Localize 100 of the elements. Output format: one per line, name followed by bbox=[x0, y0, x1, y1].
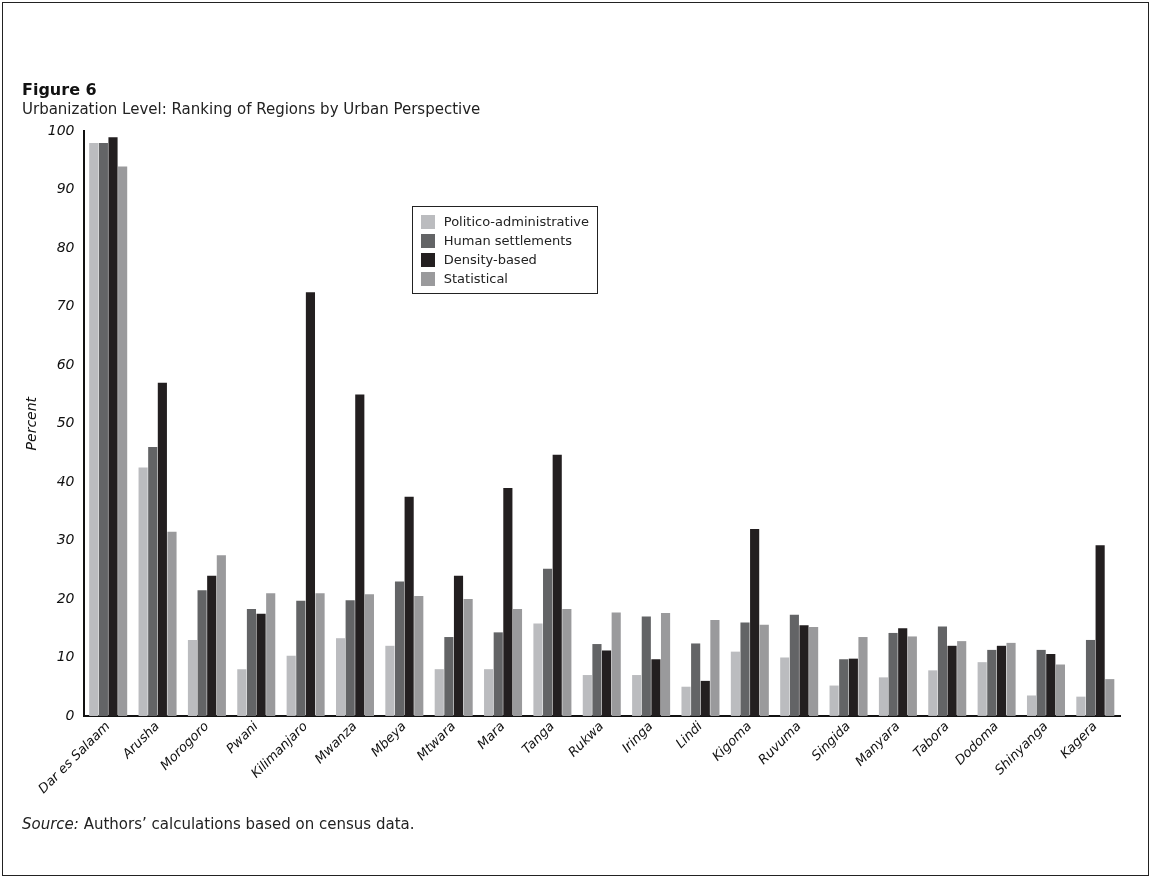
bar bbox=[928, 670, 938, 716]
bar bbox=[977, 662, 987, 716]
bar bbox=[345, 600, 355, 716]
bar bbox=[207, 575, 217, 716]
bar bbox=[385, 645, 395, 716]
bar bbox=[216, 555, 226, 716]
y-tick-label: 30 bbox=[56, 531, 75, 548]
bar bbox=[898, 628, 908, 716]
bar bbox=[355, 394, 365, 716]
bar bbox=[632, 675, 642, 716]
y-tick-label: 70 bbox=[56, 297, 75, 314]
bar bbox=[305, 292, 316, 716]
legend-label: Politico-administrative bbox=[443, 214, 589, 230]
bar bbox=[315, 593, 325, 716]
bar bbox=[414, 596, 424, 716]
bar bbox=[947, 645, 957, 716]
y-tick-label: 80 bbox=[56, 238, 75, 255]
bar bbox=[848, 658, 858, 716]
bar bbox=[157, 382, 167, 716]
bar bbox=[1046, 653, 1056, 716]
legend-label: Statistical bbox=[443, 271, 508, 287]
bar bbox=[888, 632, 898, 716]
bar bbox=[641, 616, 651, 716]
bar bbox=[987, 649, 997, 716]
bar bbox=[809, 627, 819, 716]
bar bbox=[543, 568, 553, 716]
bar bbox=[957, 641, 967, 716]
bar bbox=[562, 608, 572, 716]
legend-label: Human settlements bbox=[443, 233, 573, 249]
bar bbox=[167, 531, 177, 716]
bar bbox=[878, 677, 889, 716]
bar bbox=[710, 620, 720, 716]
bar bbox=[503, 487, 513, 716]
y-tick-label: 100 bbox=[47, 122, 75, 139]
y-axis-title: Percent bbox=[23, 396, 40, 451]
bar bbox=[660, 613, 671, 716]
bar bbox=[740, 622, 750, 716]
chart-title: Figure 6 bbox=[22, 80, 97, 99]
bar bbox=[484, 669, 494, 716]
bar bbox=[829, 685, 839, 716]
bar bbox=[750, 528, 760, 716]
bar bbox=[286, 655, 296, 716]
bar bbox=[907, 636, 917, 716]
bar bbox=[651, 659, 661, 716]
bar bbox=[463, 599, 473, 716]
bar bbox=[730, 651, 740, 716]
bar bbox=[453, 575, 464, 716]
y-tick-label: 0 bbox=[65, 706, 75, 723]
bar bbox=[1095, 545, 1105, 716]
bar bbox=[533, 623, 543, 716]
chart-subtitle: Urbanization Level: Ranking of Regions by Urban Perspective bbox=[22, 100, 481, 118]
source-note: Source: Authors’ calculations based on census data. bbox=[22, 815, 415, 833]
bar bbox=[118, 166, 128, 716]
bar bbox=[611, 612, 621, 716]
bar bbox=[266, 593, 276, 716]
bar bbox=[138, 467, 148, 716]
bar bbox=[789, 614, 799, 716]
bar bbox=[493, 632, 503, 716]
bar bbox=[246, 608, 257, 716]
y-tick-label: 60 bbox=[56, 355, 75, 372]
bar bbox=[552, 454, 562, 716]
bar bbox=[780, 657, 790, 716]
bar bbox=[404, 496, 414, 716]
bar bbox=[858, 637, 868, 716]
bar bbox=[839, 659, 849, 716]
bar bbox=[759, 624, 769, 716]
bar bbox=[1006, 642, 1016, 716]
bar bbox=[89, 143, 99, 716]
bar bbox=[691, 643, 701, 716]
bar bbox=[1076, 696, 1086, 716]
bar bbox=[700, 680, 710, 716]
bar bbox=[681, 686, 691, 716]
bar bbox=[592, 644, 602, 716]
bar bbox=[1055, 664, 1065, 716]
bar bbox=[799, 625, 809, 716]
bar bbox=[996, 645, 1006, 716]
bar bbox=[1085, 639, 1096, 716]
bar bbox=[98, 143, 108, 716]
bar bbox=[512, 608, 523, 716]
y-tick-label: 50 bbox=[56, 414, 75, 431]
bar bbox=[197, 590, 207, 716]
bar bbox=[434, 669, 444, 716]
y-tick-label: 10 bbox=[56, 648, 75, 665]
bar bbox=[602, 650, 612, 716]
bar bbox=[108, 137, 118, 716]
bar bbox=[394, 581, 405, 716]
bar bbox=[187, 639, 198, 716]
bar bbox=[364, 594, 374, 716]
bar bbox=[1036, 649, 1046, 716]
legend-label: Density-based bbox=[443, 252, 537, 268]
bar bbox=[444, 637, 454, 716]
bar bbox=[237, 669, 247, 716]
bar bbox=[296, 600, 306, 716]
bar bbox=[335, 638, 346, 716]
y-tick-label: 40 bbox=[56, 472, 75, 489]
bar bbox=[256, 613, 266, 716]
y-tick-label: 90 bbox=[56, 180, 75, 197]
bar bbox=[1105, 679, 1115, 716]
bar bbox=[937, 626, 948, 716]
bar bbox=[148, 447, 158, 716]
